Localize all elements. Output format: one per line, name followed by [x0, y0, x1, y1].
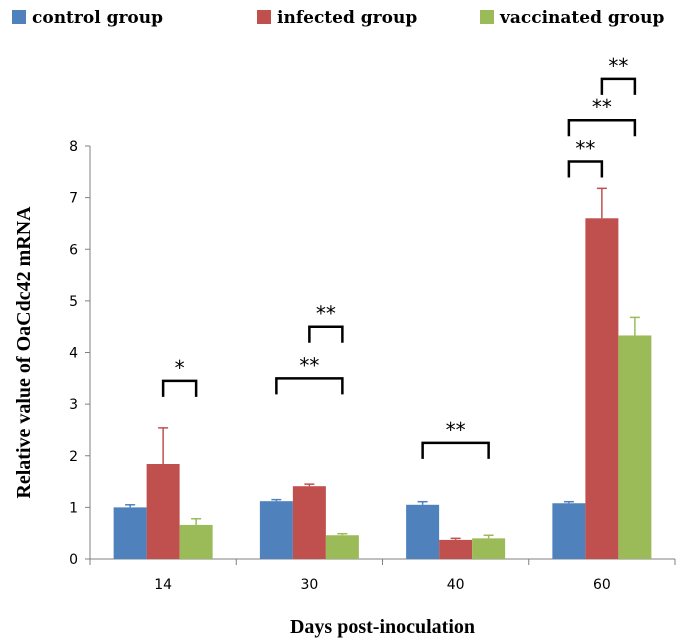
y-tick-label-6: 6 [69, 242, 78, 258]
x-tick-label-2: 40 [447, 577, 465, 593]
y-axis-title: Relative value of OaCdc42 mRNA [13, 206, 35, 499]
significance-bracket-5 [567, 118, 637, 137]
x-tick-label-1: 30 [300, 577, 318, 593]
y-tick-label-4: 4 [69, 346, 78, 362]
y-tick-label-5: 5 [69, 294, 78, 310]
legend-swatch-0 [12, 10, 26, 24]
significance-label-5: ** [592, 95, 612, 119]
significance-bracket-3 [421, 441, 490, 459]
legend-label-0: control group [32, 8, 163, 28]
significance-bracket-0 [161, 379, 198, 397]
significance-bracket-2 [308, 325, 344, 343]
bar-2-1 [325, 535, 359, 559]
bar-1-0 [146, 464, 180, 559]
bar-2-0 [179, 524, 213, 559]
significance-label-6: ** [608, 54, 628, 78]
y-tick-label-8: 8 [69, 139, 78, 155]
bar-1-1 [292, 486, 326, 559]
legend-label-2: vaccinated group [499, 8, 664, 28]
significance-bracket-6 [600, 77, 637, 95]
y-tick-label-0: 0 [69, 552, 78, 568]
y-tick-label-3: 3 [69, 397, 78, 413]
bar-2-3 [618, 335, 652, 559]
significance-label-4: ** [575, 136, 595, 160]
y-tick-label-2: 2 [69, 449, 78, 465]
legend-swatch-1 [257, 10, 271, 24]
bar-2-2 [472, 538, 506, 559]
y-tick-label-7: 7 [69, 191, 78, 207]
significance-label-2: ** [316, 302, 336, 326]
x-axis-title: Days post-inoculation [290, 616, 475, 638]
bar-0-3 [552, 503, 586, 559]
significance-bracket-1 [275, 377, 344, 395]
legend-swatch-2 [480, 10, 494, 24]
legend-label-1: infected group [277, 8, 417, 28]
bar-1-3 [585, 218, 619, 559]
significance-label-3: ** [446, 418, 466, 442]
bar-1-2 [439, 539, 473, 559]
significance-label-0: * [175, 356, 185, 380]
bar-0-1 [259, 501, 293, 559]
bar-0-0 [113, 507, 147, 559]
x-tick-label-3: 60 [593, 577, 611, 593]
significance-label-1: ** [299, 353, 319, 377]
bar-0-2 [406, 504, 440, 559]
significance-bracket-4 [567, 160, 604, 178]
y-tick-label-1: 1 [69, 500, 78, 516]
x-tick-label-0: 14 [154, 577, 172, 593]
